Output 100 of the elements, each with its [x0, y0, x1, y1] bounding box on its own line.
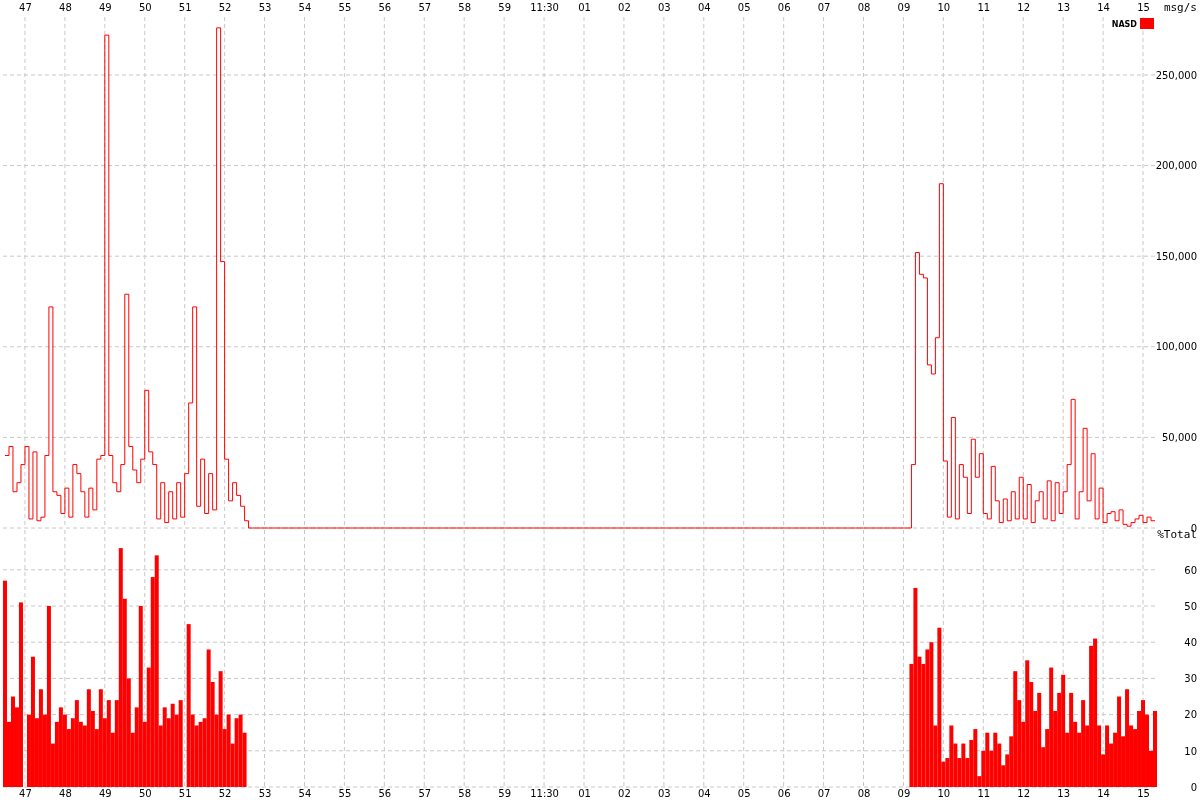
x-tick-label: 48: [59, 788, 72, 800]
bar: [238, 714, 243, 787]
x-tick-label: 49: [98, 788, 112, 800]
x-tick-label: 02: [618, 788, 631, 800]
bar: [178, 700, 183, 787]
x-tick-label: 50: [138, 788, 152, 800]
bar: [138, 606, 143, 787]
x-tick-label: 15: [1137, 788, 1150, 800]
y-tick-label: 150,000: [1155, 250, 1197, 262]
x-tick-label: 01: [578, 2, 591, 13]
x-tick-label: 54: [298, 2, 312, 13]
y-tick-label: 0: [1190, 781, 1197, 793]
bar: [18, 602, 23, 787]
x-tick-label: 48: [59, 2, 72, 13]
x-tick-label: 51: [178, 788, 192, 800]
bar: [1037, 692, 1042, 787]
x-tick-label: 57: [418, 2, 432, 13]
x-tick-label: 53: [258, 788, 272, 800]
bar: [993, 732, 998, 787]
y-tick-label: 50,000: [1162, 432, 1197, 444]
bar: [98, 689, 103, 787]
x-tick-label: 56: [378, 2, 392, 13]
x-tick-label: 05: [737, 788, 751, 800]
bar: [154, 555, 159, 787]
y-tick-label: 200,000: [1155, 160, 1197, 172]
x-tick-label: 14: [1097, 788, 1110, 800]
x-tick-label: 13: [1057, 788, 1071, 800]
bar: [937, 627, 942, 787]
bar: [929, 642, 934, 787]
x-tick-label: 12: [1017, 2, 1031, 13]
bar: [961, 743, 966, 787]
x-tick-label: 47: [19, 2, 32, 13]
x-tick-label: 59: [498, 2, 511, 13]
x-tick-label: 06: [777, 788, 791, 800]
bar: [86, 689, 91, 787]
x-tick-label: 04: [697, 788, 711, 800]
bar: [1081, 700, 1086, 787]
bar: [1125, 689, 1130, 787]
x-tick-label: 59: [498, 788, 511, 800]
y-tick-label: 50: [1184, 600, 1197, 612]
x-tick-label: 11: [977, 2, 991, 13]
bar: [38, 689, 43, 787]
x-tick-label: 51: [178, 2, 192, 13]
y-tick-label: 20: [1184, 709, 1197, 721]
bar: [949, 725, 954, 787]
legend-label: NASD: [1111, 20, 1138, 29]
x-tick-label: 08: [857, 2, 871, 13]
x-tick-label: 13: [1057, 2, 1071, 13]
bar: [1141, 700, 1146, 787]
bar: [1013, 671, 1018, 787]
x-tick-label: 07: [817, 2, 831, 13]
x-tick-label: 03: [657, 788, 671, 800]
x-tick-label: 06: [777, 2, 791, 13]
y-tick-label: 60: [1184, 564, 1197, 576]
bar: [1049, 667, 1054, 787]
x-tick-label: 52: [218, 788, 232, 800]
x-tick-label: 58: [458, 2, 472, 13]
x-tick-label: 50: [138, 2, 152, 13]
y-axis-title: msg/s: [1163, 1, 1197, 14]
x-tick-label: 11:30: [530, 788, 559, 800]
bar: [985, 732, 990, 787]
bar: [1061, 674, 1066, 787]
y-tick-label: 30: [1184, 673, 1197, 685]
x-tick-label: 11:30: [530, 2, 559, 13]
bar: [1105, 725, 1110, 787]
bar: [218, 671, 223, 787]
x-tick-label: 11: [977, 788, 991, 800]
x-tick-label: 52: [218, 2, 232, 13]
bar: [186, 624, 191, 787]
x-tick-label: 58: [458, 788, 472, 800]
x-tick-label: 14: [1097, 2, 1110, 13]
x-tick-label: 56: [378, 788, 392, 800]
bar: [913, 587, 918, 787]
bar: [10, 696, 15, 787]
x-tick-label: 09: [897, 788, 911, 800]
x-tick-label: 10: [937, 788, 951, 800]
x-tick-label: 05: [737, 2, 751, 13]
bar: [118, 548, 123, 787]
bar: [206, 649, 211, 787]
x-tick-label: 55: [338, 788, 352, 800]
y-tick-label: 250,000: [1155, 69, 1197, 81]
bar: [1153, 710, 1157, 787]
bar: [226, 714, 231, 787]
bar: [1117, 696, 1122, 787]
x-tick-label: 10: [937, 2, 951, 13]
bar: [1093, 638, 1098, 787]
bar: [162, 707, 167, 787]
x-tick-label: 03: [657, 2, 671, 13]
x-tick-label: 01: [578, 788, 591, 800]
x-tick-label: 08: [857, 788, 871, 800]
x-tick-label: 55: [338, 2, 352, 13]
y-tick-label: 40: [1184, 636, 1197, 648]
x-tick-label: 02: [618, 2, 631, 13]
x-tick-label: 04: [697, 2, 711, 13]
x-tick-label: 07: [817, 788, 831, 800]
x-tick-label: 54: [298, 788, 312, 800]
x-tick-label: 15: [1137, 2, 1150, 13]
bar: [30, 656, 35, 787]
bar: [106, 700, 111, 787]
bar: [198, 721, 203, 787]
